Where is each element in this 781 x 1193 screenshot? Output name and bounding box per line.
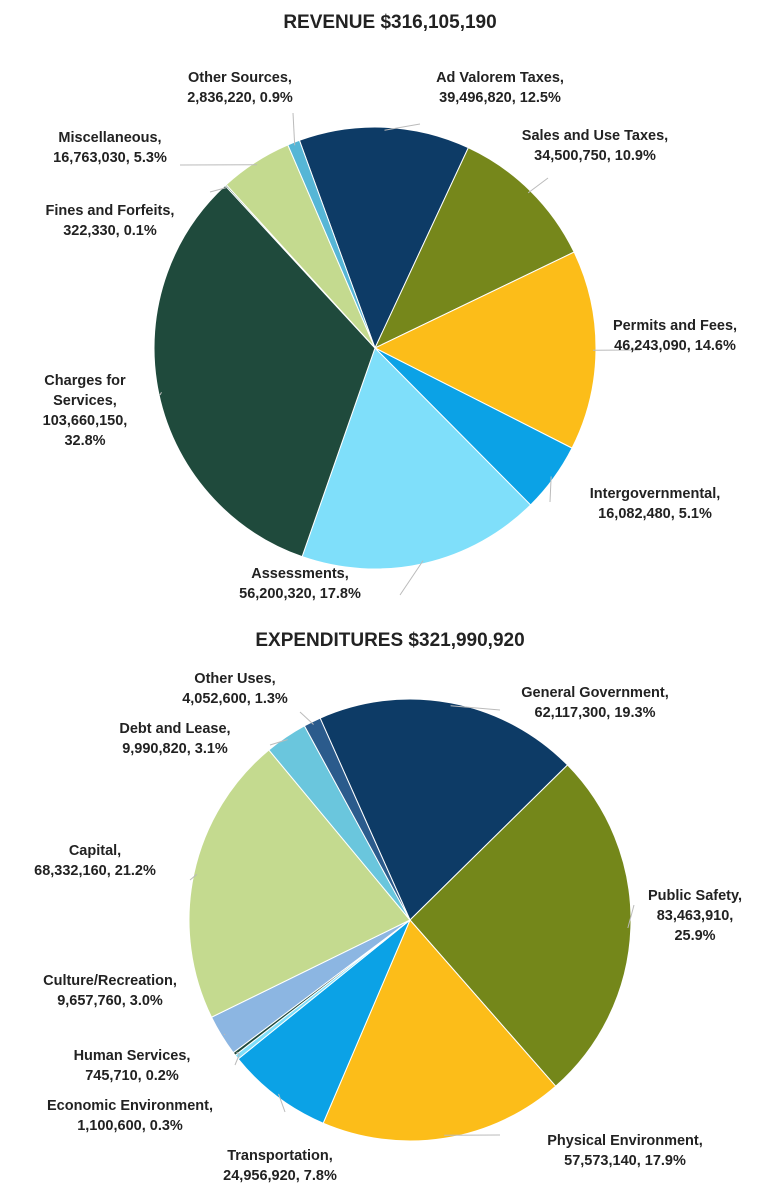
slice-label: Other Sources,	[188, 70, 292, 86]
slice-label: Economic Environment,	[47, 1098, 213, 1114]
slice-label: Ad Valorem Taxes,	[436, 70, 564, 86]
data-label: 2,836,220, 0.9%	[187, 90, 293, 106]
slice-label: General Government,	[521, 685, 668, 701]
data-label: 39,496,820, 12.5%	[439, 90, 561, 106]
data-label: 62,117,300, 19.3%	[535, 705, 656, 721]
slice-label: Intergovernmental,	[590, 486, 721, 502]
slice-label: Assessments,	[251, 566, 349, 582]
slice-label: Sales and Use Taxes,	[522, 128, 668, 144]
data-label: 24,956,920, 7.8%	[223, 1168, 337, 1184]
slice-label: Fines and Forfeits,	[46, 203, 175, 219]
slice-label: Physical Environment,	[547, 1133, 703, 1149]
data-label: 322,330, 0.1%	[63, 223, 157, 239]
data-label: 16,082,480, 5.1%	[598, 506, 712, 522]
leader-line	[224, 1034, 225, 1035]
slice-label: Capital,	[69, 843, 121, 859]
chart-title: REVENUE $316,105,190	[283, 12, 496, 33]
slice-label: Other Uses,	[194, 671, 275, 687]
slice-label: Culture/Recreation,	[43, 973, 177, 989]
data-label: 745,710, 0.2%	[85, 1068, 179, 1084]
chart-title: EXPENDITURES $321,990,920	[255, 630, 524, 651]
data-label: 16,763,030, 5.3%	[53, 150, 167, 166]
data-label: 56,200,320, 17.8%	[239, 586, 361, 602]
slice-label: Miscellaneous,	[58, 130, 161, 146]
slice-label: Debt and Lease,	[119, 721, 230, 737]
data-label: 1,100,600, 0.3%	[77, 1118, 183, 1134]
data-label: 57,573,140, 17.9%	[564, 1153, 686, 1169]
data-label: 34,500,750, 10.9%	[534, 148, 656, 164]
slice-label: Human Services,	[74, 1048, 191, 1064]
data-label: 9,990,820, 3.1%	[122, 741, 228, 757]
data-label: 9,657,760, 3.0%	[57, 993, 163, 1009]
slice-label: Permits and Fees,	[613, 318, 737, 334]
slice-label: Public Safety,	[648, 888, 742, 904]
data-label: 46,243,090, 14.6%	[614, 338, 736, 354]
slice-label: Transportation,	[227, 1148, 333, 1164]
data-label: 4,052,600, 1.3%	[182, 691, 288, 707]
data-label: 68,332,160, 21.2%	[34, 863, 156, 879]
